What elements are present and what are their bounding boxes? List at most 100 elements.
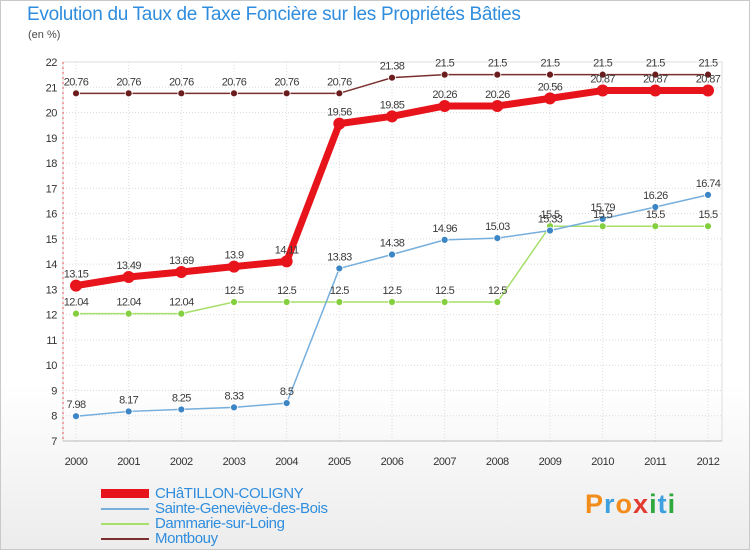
y-tick-label: 8: [51, 411, 57, 423]
data-point-dammarie-sur-loing: [335, 298, 344, 306]
data-point-ch-tillon-coligny: [438, 99, 451, 112]
data-label-dammarie-sur-loing: 12.5: [435, 285, 454, 297]
legend: CHâTILLON-COLIGNY Sainte-Geneviève-des-Bo…: [101, 486, 328, 546]
legend-swatch: [101, 489, 149, 498]
data-label-montbouy: 21.5: [435, 58, 454, 70]
logo-letter: P: [585, 489, 605, 519]
data-label-sainte-genevi-ve-des-bois: 14.96: [432, 223, 457, 235]
y-tick-label: 19: [46, 133, 58, 145]
data-point-montbouy: [598, 70, 607, 79]
data-point-ch-tillon-coligny: [544, 92, 556, 105]
legend-item: CHâTILLON-COLIGNY: [101, 486, 328, 501]
data-point-montbouy: [651, 70, 660, 79]
y-tick-label: 10: [46, 360, 58, 372]
data-label-montbouy: 21.38: [380, 61, 405, 73]
data-point-montbouy: [546, 70, 554, 79]
data-label-dammarie-sur-loing: 12.5: [382, 285, 401, 297]
y-tick-label: 17: [46, 183, 58, 195]
data-point-ch-tillon-coligny: [280, 255, 293, 268]
data-point-ch-tillon-coligny: [70, 279, 82, 292]
data-point-sainte-genevi-ve-des-bois: [230, 403, 238, 412]
data-point-montbouy: [335, 89, 344, 98]
x-tick-label: 2000: [65, 456, 88, 468]
data-label-montbouy: 21.5: [646, 58, 665, 70]
data-label-dammarie-sur-loing: 12.5: [488, 285, 507, 297]
data-label-layer: 20.76 20.76 20.76 20.76 20.76 20.76 21.38 21.5 2…: [64, 58, 722, 412]
data-label-dammarie-sur-loing: 15.5: [698, 209, 717, 221]
data-label-sainte-genevi-ve-des-bois: 15.03: [485, 221, 510, 233]
data-point-montbouy: [282, 89, 291, 98]
data-label-dammarie-sur-loing: 12.04: [64, 297, 89, 309]
data-point-ch-tillon-coligny: [702, 84, 714, 97]
data-label-dammarie-sur-loing: 12.5: [277, 285, 296, 297]
x-tick-label: 2004: [275, 456, 298, 468]
data-point-dammarie-sur-loing: [388, 298, 396, 306]
data-point-dammarie-sur-loing: [440, 298, 449, 306]
data-point-ch-tillon-coligny: [333, 117, 346, 130]
data-label-montbouy: 21.5: [593, 58, 612, 70]
data-label-sainte-genevi-ve-des-bois: 8.33: [224, 390, 243, 402]
data-point-sainte-genevi-ve-des-bois: [493, 234, 502, 243]
data-point-dammarie-sur-loing: [282, 298, 291, 306]
x-tick-label: 2012: [697, 456, 720, 468]
data-label-montbouy: 20.76: [327, 76, 352, 88]
data-point-sainte-genevi-ve-des-bois: [704, 191, 712, 199]
data-label-sainte-genevi-ve-des-bois: 16.26: [643, 190, 668, 202]
data-label-ch-tillon-coligny: 19.85: [380, 99, 405, 111]
data-point-sainte-genevi-ve-des-bois: [440, 235, 449, 244]
y-tick-label: 20: [46, 108, 58, 120]
x-tick-label: 2002: [170, 456, 193, 468]
legend-item: Sainte-Geneviève-des-Bois: [101, 501, 328, 516]
data-label-ch-tillon-coligny: 13.69: [169, 255, 194, 267]
data-point-montbouy: [124, 89, 133, 98]
logo-letter: o: [615, 489, 634, 519]
data-point-ch-tillon-coligny: [228, 260, 240, 273]
data-label-ch-tillon-coligny: 20.26: [485, 89, 510, 101]
data-label-sainte-genevi-ve-des-bois: 8.5: [280, 386, 294, 398]
data-label-montbouy: 20.76: [169, 76, 194, 88]
data-label-sainte-genevi-ve-des-bois: 8.25: [172, 392, 191, 404]
data-label-ch-tillon-coligny: 20.56: [538, 81, 563, 93]
data-label-sainte-genevi-ve-des-bois: 16.74: [696, 178, 721, 190]
y-tick-label: 18: [46, 158, 58, 170]
x-tick-label: 2009: [539, 456, 562, 468]
data-label-montbouy: 20.76: [116, 76, 141, 88]
data-label-ch-tillon-coligny: 20.26: [432, 89, 457, 101]
data-label-montbouy: 21.5: [488, 58, 507, 70]
legend-label: Sainte-Geneviève-des-Bois: [155, 500, 328, 517]
data-label-ch-tillon-coligny: 19.56: [327, 107, 352, 119]
data-point-dammarie-sur-loing: [598, 222, 607, 231]
data-point-dammarie-sur-loing: [124, 309, 133, 318]
data-point-sainte-genevi-ve-des-bois: [546, 226, 554, 235]
data-point-montbouy: [704, 70, 712, 79]
data-point-montbouy: [177, 89, 186, 98]
data-label-montbouy: 21.5: [698, 58, 717, 70]
data-point-ch-tillon-coligny: [491, 99, 504, 112]
x-tick-label: 2008: [486, 456, 509, 468]
data-label-montbouy: 20.76: [64, 76, 89, 88]
data-label-sainte-genevi-ve-des-bois: 8.17: [119, 394, 138, 406]
data-label-ch-tillon-coligny: 13.9: [224, 250, 243, 262]
data-point-sainte-genevi-ve-des-bois: [598, 215, 607, 223]
y-tick-label: 21: [46, 82, 58, 94]
data-label-sainte-genevi-ve-des-bois: 15.79: [590, 202, 615, 214]
data-point-ch-tillon-coligny: [122, 271, 135, 284]
data-point-sainte-genevi-ve-des-bois: [124, 407, 133, 416]
legend-label: CHâTILLON-COLIGNY: [155, 485, 304, 502]
data-label-ch-tillon-coligny: 14.11: [275, 244, 299, 256]
data-label-dammarie-sur-loing: 15.5: [540, 209, 559, 221]
data-label-dammarie-sur-loing: 12.5: [330, 285, 349, 297]
x-tick-label: 2011: [644, 456, 666, 468]
grid-layer: [62, 61, 723, 442]
legend-item: Montbouy: [101, 531, 328, 546]
y-axis-unit-label: (en %): [28, 29, 61, 41]
logo-letter: i: [649, 489, 658, 519]
data-label-ch-tillon-coligny: 20.87: [590, 74, 615, 86]
data-label-dammarie-sur-loing: 12.5: [224, 285, 243, 297]
x-tick-label: 2007: [433, 456, 456, 468]
data-label-sainte-genevi-ve-des-bois: 15.33: [538, 214, 563, 226]
y-tick-label: 22: [46, 57, 58, 69]
data-label-dammarie-sur-loing: 15.5: [646, 209, 665, 221]
